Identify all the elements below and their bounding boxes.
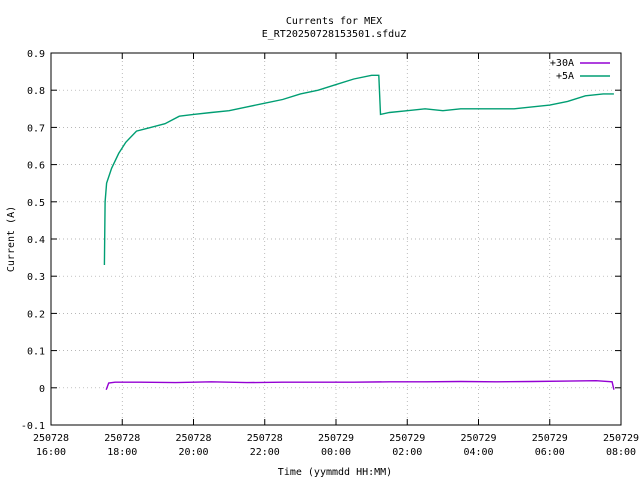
x-tick-date: 250729: [318, 433, 354, 444]
y-tick-label: 0.1: [27, 347, 45, 358]
y-axis-label: Current (A): [6, 206, 17, 272]
x-tick-date: 250729: [603, 433, 639, 444]
x-tick-time: 04:00: [463, 447, 493, 458]
y-tick-label: 0.5: [27, 198, 45, 209]
plot-frame: [50, 52, 622, 426]
y-axis-ticks: -0.1 0 0.1 0.2 0.3 0.4 0.5 0.6 0.7 0.8 0.9: [21, 49, 621, 432]
legend: +30A +5A: [550, 58, 610, 82]
y-tick-label: 0.6: [27, 161, 45, 172]
series-lines: [103, 74, 615, 390]
series-line-1: [103, 74, 614, 266]
x-tick-date: 250729: [460, 433, 496, 444]
legend-label: +30A: [550, 58, 574, 69]
x-tick-date: 250728: [247, 433, 283, 444]
y-tick-label: 0.8: [27, 86, 45, 97]
y-tick-label: -0.1: [21, 421, 45, 432]
x-tick-date: 250728: [104, 433, 140, 444]
chart-subtitle: E_RT20250728153501.sfduZ: [262, 29, 407, 40]
y-tick-label: 0.7: [27, 123, 45, 134]
x-tick-time: 22:00: [250, 447, 280, 458]
y-tick-label: 0.9: [27, 49, 45, 60]
y-tick-label: 0.4: [27, 235, 45, 246]
chart-title: Currents for MEX: [286, 16, 382, 27]
y-tick-label: 0: [39, 384, 45, 395]
x-tick-time: 06:00: [535, 447, 565, 458]
x-tick-time: 02:00: [392, 447, 422, 458]
x-tick-time: 00:00: [321, 447, 351, 458]
x-tick-time: 18:00: [107, 447, 137, 458]
x-axis-ticks: 250728 16:00 250728 18:00 250728 20:00 250728 2…: [33, 53, 639, 458]
grid: [51, 53, 621, 425]
legend-label: +5A: [556, 71, 574, 82]
series-line-0: [105, 379, 615, 390]
x-tick-date: 250729: [389, 433, 425, 444]
x-tick-date: 250728: [33, 433, 69, 444]
y-tick-label: 0.2: [27, 309, 45, 320]
x-tick-time: 08:00: [606, 447, 636, 458]
x-tick-date: 250729: [532, 433, 568, 444]
x-tick-time: 20:00: [178, 447, 208, 458]
x-tick-time: 16:00: [36, 447, 66, 458]
x-tick-date: 250728: [175, 433, 211, 444]
y-tick-label: 0.3: [27, 272, 45, 283]
x-axis-label: Time (yymmdd HH:MM): [278, 467, 392, 478]
